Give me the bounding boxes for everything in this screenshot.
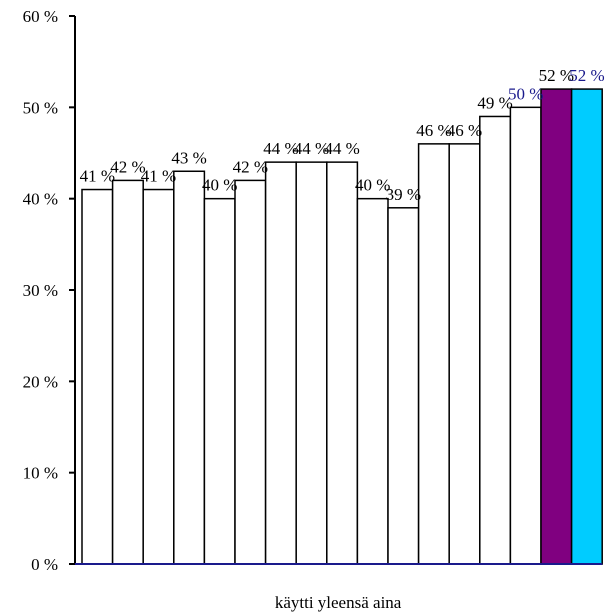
y-tick-label: 50 % [23, 98, 58, 117]
y-tick-label: 60 % [23, 7, 58, 26]
bar-value-label: 52 % [569, 66, 604, 85]
bar-value-label: 41 % [141, 167, 176, 186]
bars [81, 88, 603, 565]
bar-value-label: 44 % [294, 139, 329, 158]
bar [417, 143, 450, 565]
y-tick-label: 10 % [23, 464, 58, 483]
bar-value-label: 46 % [447, 121, 482, 140]
category-label: käytti yleensä aina [275, 593, 402, 612]
bar [173, 170, 206, 565]
y-axis: 0 % 10 % 20 % 30 % 40 % 50 % 60 % [23, 7, 76, 574]
bar-value-label: 39 % [386, 185, 421, 204]
bar [203, 197, 236, 565]
y-tick-label: 0 % [31, 555, 58, 574]
bar-value-label: 42 % [233, 157, 268, 176]
bar [264, 161, 297, 565]
bar [479, 115, 512, 565]
y-tick-label: 20 % [23, 372, 58, 391]
y-tick-label: 30 % [23, 281, 58, 300]
bar [81, 188, 114, 565]
bar-value-label: 44 % [324, 139, 359, 158]
bar-value-label: 50 % [508, 84, 543, 103]
bar [111, 179, 144, 565]
bar-value-label: 42 % [110, 157, 145, 176]
bar-value-label: 43 % [171, 148, 206, 167]
bar-value-label: 40 % [202, 176, 237, 195]
bar [356, 197, 389, 565]
bar-value-label: 41 % [80, 167, 115, 186]
bar [295, 161, 328, 565]
bar [570, 88, 603, 565]
bar [540, 88, 573, 565]
bar-value-label: 46 % [416, 121, 451, 140]
bar-value-label: 44 % [263, 139, 298, 158]
data-labels: 41 %42 %41 %43 %40 %42 %44 %44 %44 %40 %… [80, 66, 605, 204]
bar [509, 106, 542, 565]
bar-value-label: 40 % [355, 176, 390, 195]
bar [234, 179, 267, 565]
bar [448, 143, 481, 565]
bar [326, 161, 359, 565]
bar [387, 207, 420, 565]
y-tick-label: 40 % [23, 190, 58, 209]
bar [142, 188, 175, 565]
bar-value-label: 49 % [477, 93, 512, 112]
bar-value-label: 52 % [539, 66, 574, 85]
